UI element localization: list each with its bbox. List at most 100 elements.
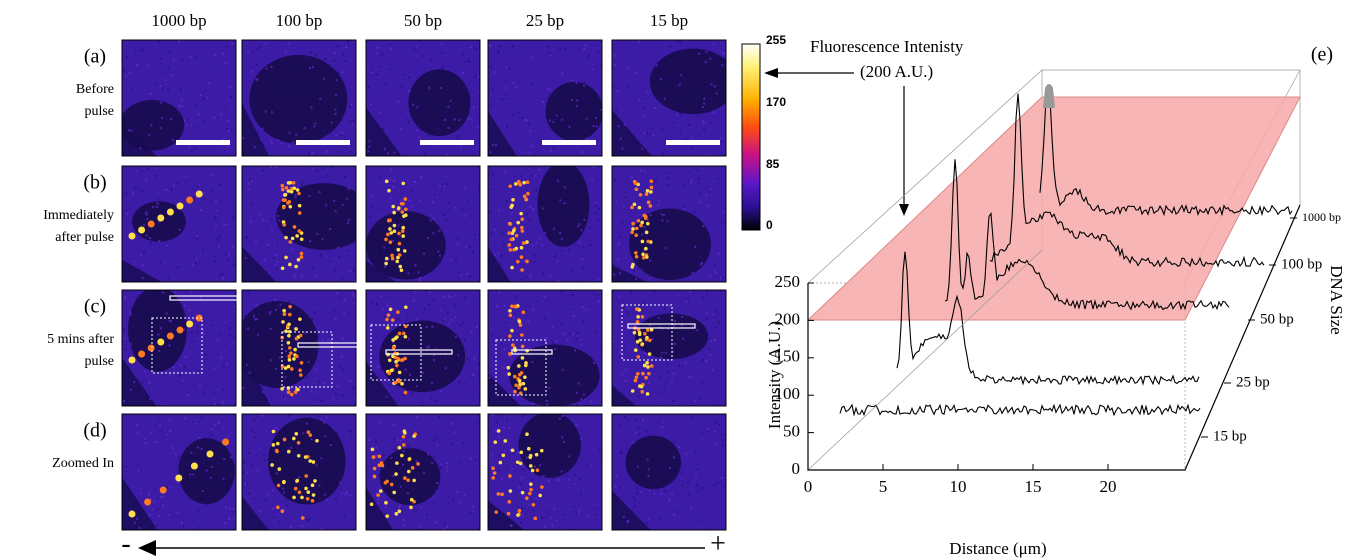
noise [530, 83, 533, 86]
noise [198, 385, 201, 388]
noise [534, 189, 537, 192]
noise [244, 314, 247, 317]
bright-spot [403, 197, 408, 201]
noise [636, 493, 639, 496]
noise [317, 380, 320, 383]
bright-spot [280, 187, 285, 192]
noise [234, 336, 236, 339]
noise [158, 220, 161, 223]
bright-spot [501, 453, 506, 458]
noise [293, 273, 296, 276]
bright-spot [630, 389, 635, 393]
noise [574, 349, 577, 352]
noise [460, 356, 463, 359]
noise [597, 293, 600, 296]
bright-spot [284, 185, 289, 190]
noise [304, 223, 307, 226]
noise [146, 218, 149, 221]
noise [623, 348, 626, 351]
noise [431, 374, 434, 377]
noise [318, 191, 321, 194]
bright-spot [294, 327, 298, 331]
noise [695, 476, 698, 479]
noise [624, 379, 627, 382]
noise [561, 415, 564, 418]
noise [130, 129, 133, 132]
noise [552, 147, 555, 150]
noise [558, 361, 561, 364]
noise [712, 43, 715, 46]
bright-spot [397, 331, 402, 336]
noise [650, 316, 653, 319]
noise [436, 482, 439, 485]
noise [453, 294, 456, 297]
noise [289, 457, 292, 460]
noise [678, 364, 681, 367]
bright-spot [286, 341, 291, 345]
noise [141, 276, 144, 279]
noise [250, 369, 253, 372]
noise [426, 346, 429, 349]
noise [645, 132, 648, 135]
noise [643, 132, 646, 135]
noise [700, 381, 703, 384]
micrograph [122, 40, 236, 156]
noise [509, 524, 512, 527]
noise [675, 70, 678, 73]
noise [666, 183, 669, 186]
noise [221, 401, 224, 404]
bright-spot [296, 257, 301, 262]
noise [124, 74, 127, 77]
noise [268, 376, 271, 379]
noise [681, 76, 684, 79]
noise [138, 294, 141, 297]
noise [616, 89, 619, 92]
bright-spot [637, 331, 642, 335]
noise [549, 275, 552, 278]
noise [538, 205, 541, 208]
noise [148, 133, 151, 136]
noise [698, 192, 701, 195]
micrograph [488, 414, 602, 530]
noise [316, 491, 319, 494]
noise [177, 511, 180, 514]
noise [227, 252, 230, 255]
bright-spot [387, 358, 392, 363]
noise [196, 234, 199, 237]
row-caption: Immediately [43, 208, 114, 223]
bright-spot [271, 443, 276, 447]
noise [697, 182, 700, 185]
noise [185, 175, 188, 178]
noise [647, 518, 650, 521]
bright-spot [646, 239, 650, 244]
noise [136, 423, 139, 426]
noise [631, 202, 634, 205]
noise [627, 419, 630, 422]
noise [682, 337, 685, 340]
noise [668, 498, 671, 501]
noise [568, 125, 571, 128]
noise [699, 201, 702, 204]
noise [690, 181, 693, 184]
noise [313, 134, 316, 137]
noise [490, 232, 493, 235]
noise [225, 253, 228, 256]
noise [319, 254, 322, 257]
noise [489, 211, 492, 214]
noise [330, 166, 333, 169]
noise [616, 335, 619, 338]
noise [202, 192, 205, 195]
bright-spot [303, 455, 308, 459]
noise [649, 214, 652, 217]
noise [392, 239, 395, 242]
noise [720, 140, 723, 143]
noise [159, 371, 162, 374]
bright-spot [507, 231, 511, 235]
noise [139, 147, 142, 150]
bright-spot [315, 438, 319, 443]
bright-spot [397, 509, 402, 514]
noise [511, 113, 514, 116]
noise [136, 469, 139, 472]
image-frame [121, 413, 237, 531]
noise [204, 89, 207, 92]
